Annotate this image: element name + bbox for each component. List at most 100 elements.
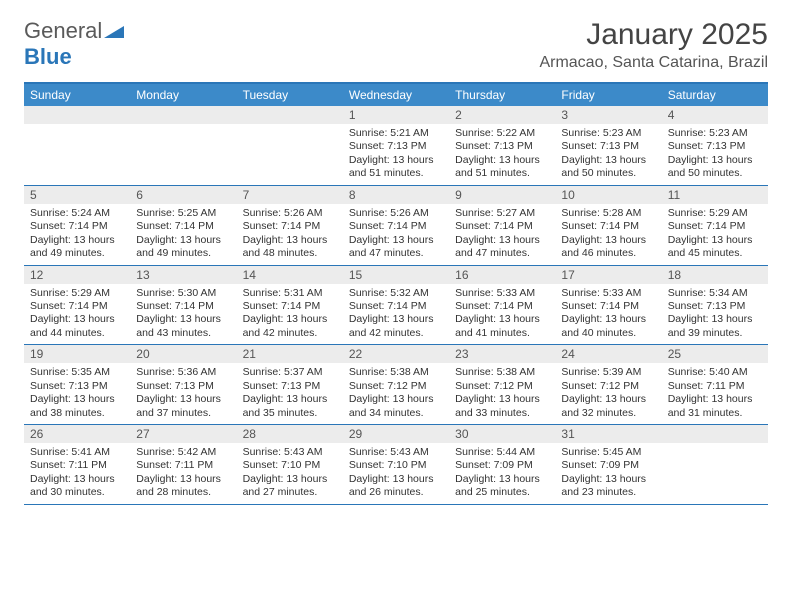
day-number: 2	[449, 106, 555, 124]
day-number: 1	[343, 106, 449, 124]
day-number: 11	[662, 186, 768, 204]
day-number	[24, 106, 130, 124]
day-cell: 11Sunrise: 5:29 AMSunset: 7:14 PMDayligh…	[662, 186, 768, 265]
day-cell: 18Sunrise: 5:34 AMSunset: 7:13 PMDayligh…	[662, 266, 768, 345]
day-number: 21	[237, 345, 343, 363]
day-info: Sunrise: 5:30 AMSunset: 7:14 PMDaylight:…	[130, 284, 236, 345]
day-info: Sunrise: 5:29 AMSunset: 7:14 PMDaylight:…	[24, 284, 130, 345]
day-cell: 14Sunrise: 5:31 AMSunset: 7:14 PMDayligh…	[237, 266, 343, 345]
day-info: Sunrise: 5:44 AMSunset: 7:09 PMDaylight:…	[449, 443, 555, 504]
day-info: Sunrise: 5:34 AMSunset: 7:13 PMDaylight:…	[662, 284, 768, 345]
logo-triangle-icon	[104, 18, 124, 44]
day-header-cell: Tuesday	[237, 84, 343, 106]
day-info: Sunrise: 5:23 AMSunset: 7:13 PMDaylight:…	[662, 124, 768, 185]
day-info: Sunrise: 5:37 AMSunset: 7:13 PMDaylight:…	[237, 363, 343, 424]
day-info: Sunrise: 5:43 AMSunset: 7:10 PMDaylight:…	[237, 443, 343, 504]
day-info: Sunrise: 5:31 AMSunset: 7:14 PMDaylight:…	[237, 284, 343, 345]
day-info: Sunrise: 5:32 AMSunset: 7:14 PMDaylight:…	[343, 284, 449, 345]
day-info: Sunrise: 5:22 AMSunset: 7:13 PMDaylight:…	[449, 124, 555, 185]
day-info: Sunrise: 5:29 AMSunset: 7:14 PMDaylight:…	[662, 204, 768, 265]
day-number: 26	[24, 425, 130, 443]
day-cell: 12Sunrise: 5:29 AMSunset: 7:14 PMDayligh…	[24, 266, 130, 345]
day-header-row: SundayMondayTuesdayWednesdayThursdayFrid…	[24, 84, 768, 106]
day-cell	[130, 106, 236, 185]
day-cell: 17Sunrise: 5:33 AMSunset: 7:14 PMDayligh…	[555, 266, 661, 345]
day-cell: 15Sunrise: 5:32 AMSunset: 7:14 PMDayligh…	[343, 266, 449, 345]
day-number: 12	[24, 266, 130, 284]
day-cell: 2Sunrise: 5:22 AMSunset: 7:13 PMDaylight…	[449, 106, 555, 185]
day-number: 5	[24, 186, 130, 204]
day-number: 20	[130, 345, 236, 363]
day-number: 31	[555, 425, 661, 443]
day-cell: 25Sunrise: 5:40 AMSunset: 7:11 PMDayligh…	[662, 345, 768, 424]
day-number: 14	[237, 266, 343, 284]
day-number: 8	[343, 186, 449, 204]
day-cell: 8Sunrise: 5:26 AMSunset: 7:14 PMDaylight…	[343, 186, 449, 265]
day-number: 17	[555, 266, 661, 284]
logo: GeneralBlue	[24, 18, 124, 70]
calendar-body: 1Sunrise: 5:21 AMSunset: 7:13 PMDaylight…	[24, 106, 768, 505]
day-info: Sunrise: 5:36 AMSunset: 7:13 PMDaylight:…	[130, 363, 236, 424]
logo-word1: General	[24, 18, 102, 43]
day-number: 15	[343, 266, 449, 284]
day-number: 7	[237, 186, 343, 204]
day-info: Sunrise: 5:28 AMSunset: 7:14 PMDaylight:…	[555, 204, 661, 265]
day-info: Sunrise: 5:26 AMSunset: 7:14 PMDaylight:…	[343, 204, 449, 265]
day-header-cell: Wednesday	[343, 84, 449, 106]
day-cell: 7Sunrise: 5:26 AMSunset: 7:14 PMDaylight…	[237, 186, 343, 265]
day-info: Sunrise: 5:33 AMSunset: 7:14 PMDaylight:…	[555, 284, 661, 345]
day-info: Sunrise: 5:43 AMSunset: 7:10 PMDaylight:…	[343, 443, 449, 504]
day-cell: 10Sunrise: 5:28 AMSunset: 7:14 PMDayligh…	[555, 186, 661, 265]
location-text: Armacao, Santa Catarina, Brazil	[539, 54, 768, 72]
day-number: 4	[662, 106, 768, 124]
day-cell: 5Sunrise: 5:24 AMSunset: 7:14 PMDaylight…	[24, 186, 130, 265]
calendar-week: 19Sunrise: 5:35 AMSunset: 7:13 PMDayligh…	[24, 345, 768, 425]
day-number: 16	[449, 266, 555, 284]
day-cell: 30Sunrise: 5:44 AMSunset: 7:09 PMDayligh…	[449, 425, 555, 504]
day-info: Sunrise: 5:26 AMSunset: 7:14 PMDaylight:…	[237, 204, 343, 265]
calendar-week: 1Sunrise: 5:21 AMSunset: 7:13 PMDaylight…	[24, 106, 768, 186]
day-cell: 19Sunrise: 5:35 AMSunset: 7:13 PMDayligh…	[24, 345, 130, 424]
day-cell	[237, 106, 343, 185]
logo-text: GeneralBlue	[24, 18, 124, 70]
calendar-week: 12Sunrise: 5:29 AMSunset: 7:14 PMDayligh…	[24, 266, 768, 346]
day-cell: 29Sunrise: 5:43 AMSunset: 7:10 PMDayligh…	[343, 425, 449, 504]
day-cell	[24, 106, 130, 185]
day-cell: 6Sunrise: 5:25 AMSunset: 7:14 PMDaylight…	[130, 186, 236, 265]
day-cell: 26Sunrise: 5:41 AMSunset: 7:11 PMDayligh…	[24, 425, 130, 504]
day-number: 18	[662, 266, 768, 284]
day-info: Sunrise: 5:39 AMSunset: 7:12 PMDaylight:…	[555, 363, 661, 424]
day-number: 24	[555, 345, 661, 363]
month-title: January 2025	[539, 18, 768, 52]
day-info: Sunrise: 5:45 AMSunset: 7:09 PMDaylight:…	[555, 443, 661, 504]
day-header-cell: Sunday	[24, 84, 130, 106]
day-number: 19	[24, 345, 130, 363]
day-cell: 20Sunrise: 5:36 AMSunset: 7:13 PMDayligh…	[130, 345, 236, 424]
calendar-week: 5Sunrise: 5:24 AMSunset: 7:14 PMDaylight…	[24, 186, 768, 266]
day-number: 30	[449, 425, 555, 443]
day-number	[662, 425, 768, 443]
calendar: SundayMondayTuesdayWednesdayThursdayFrid…	[24, 82, 768, 505]
day-cell: 22Sunrise: 5:38 AMSunset: 7:12 PMDayligh…	[343, 345, 449, 424]
day-info: Sunrise: 5:27 AMSunset: 7:14 PMDaylight:…	[449, 204, 555, 265]
day-cell: 23Sunrise: 5:38 AMSunset: 7:12 PMDayligh…	[449, 345, 555, 424]
day-cell: 9Sunrise: 5:27 AMSunset: 7:14 PMDaylight…	[449, 186, 555, 265]
day-header-cell: Thursday	[449, 84, 555, 106]
day-info: Sunrise: 5:25 AMSunset: 7:14 PMDaylight:…	[130, 204, 236, 265]
day-info: Sunrise: 5:21 AMSunset: 7:13 PMDaylight:…	[343, 124, 449, 185]
day-number: 6	[130, 186, 236, 204]
day-info: Sunrise: 5:33 AMSunset: 7:14 PMDaylight:…	[449, 284, 555, 345]
day-info: Sunrise: 5:42 AMSunset: 7:11 PMDaylight:…	[130, 443, 236, 504]
day-number: 22	[343, 345, 449, 363]
day-info: Sunrise: 5:41 AMSunset: 7:11 PMDaylight:…	[24, 443, 130, 504]
day-number: 3	[555, 106, 661, 124]
day-cell: 1Sunrise: 5:21 AMSunset: 7:13 PMDaylight…	[343, 106, 449, 185]
day-info: Sunrise: 5:24 AMSunset: 7:14 PMDaylight:…	[24, 204, 130, 265]
day-number: 25	[662, 345, 768, 363]
day-header-cell: Monday	[130, 84, 236, 106]
day-cell: 28Sunrise: 5:43 AMSunset: 7:10 PMDayligh…	[237, 425, 343, 504]
calendar-week: 26Sunrise: 5:41 AMSunset: 7:11 PMDayligh…	[24, 425, 768, 505]
day-number	[237, 106, 343, 124]
day-info: Sunrise: 5:38 AMSunset: 7:12 PMDaylight:…	[343, 363, 449, 424]
day-number: 9	[449, 186, 555, 204]
